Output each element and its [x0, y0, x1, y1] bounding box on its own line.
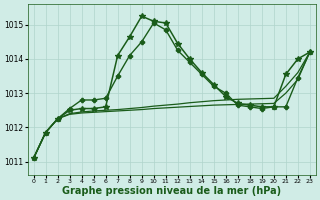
X-axis label: Graphe pression niveau de la mer (hPa): Graphe pression niveau de la mer (hPa): [62, 186, 281, 196]
